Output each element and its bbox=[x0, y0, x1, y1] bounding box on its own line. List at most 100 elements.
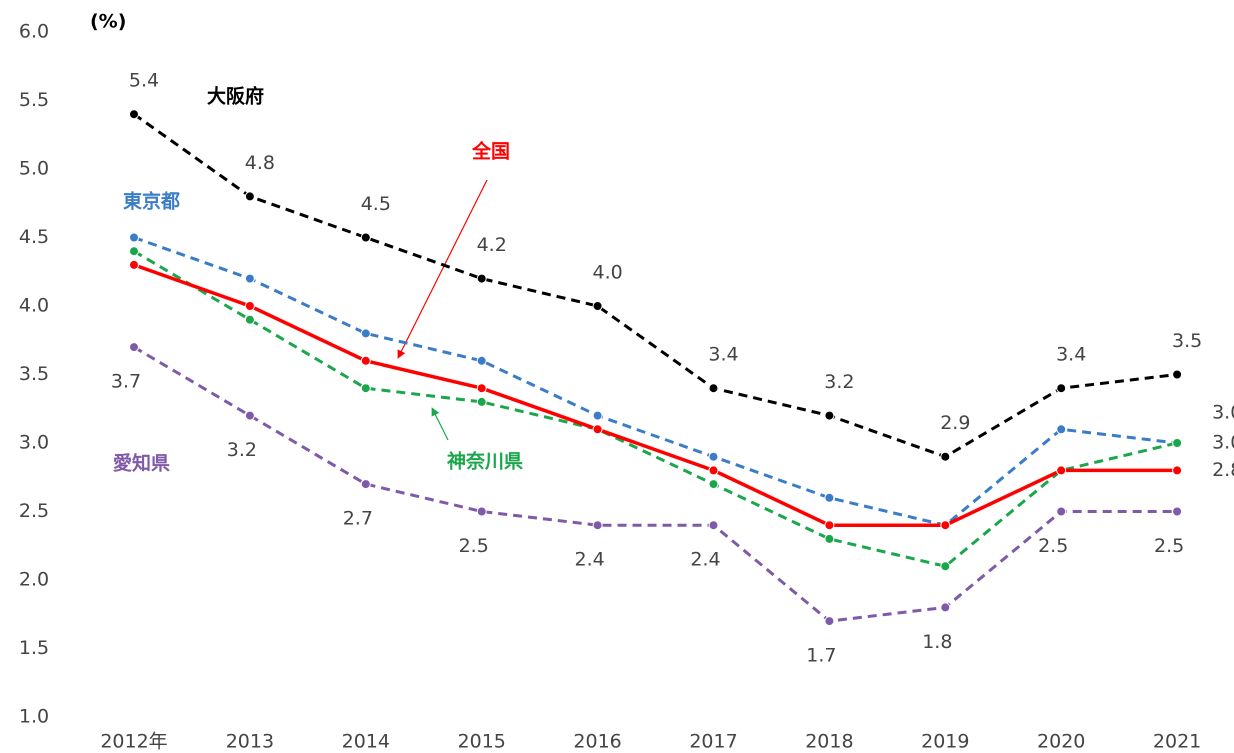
data-label: 4.2 bbox=[477, 234, 507, 256]
arrow bbox=[397, 179, 488, 359]
x-tick-label: 2018 bbox=[805, 731, 853, 753]
point bbox=[824, 533, 835, 544]
point bbox=[1172, 465, 1183, 476]
point bbox=[708, 479, 719, 490]
y-tick-label: 1.5 bbox=[19, 637, 49, 659]
point bbox=[476, 506, 487, 517]
point bbox=[129, 259, 139, 270]
data-label: 3.4 bbox=[1056, 344, 1086, 366]
data-label: 3.2 bbox=[227, 439, 257, 461]
point bbox=[708, 383, 719, 394]
data-label: 3.0 bbox=[1212, 432, 1234, 454]
point bbox=[244, 191, 255, 202]
data-label: 4.8 bbox=[245, 152, 275, 174]
y-tick-label: 6.0 bbox=[19, 21, 49, 43]
x-tick-label: 2017 bbox=[689, 731, 737, 753]
point bbox=[592, 301, 603, 311]
point bbox=[1172, 506, 1183, 517]
y-tick-label: 4.0 bbox=[19, 295, 49, 317]
series-line bbox=[133, 345, 1178, 623]
point bbox=[592, 424, 603, 435]
point bbox=[476, 273, 487, 284]
point bbox=[592, 410, 603, 421]
data-label: 5.4 bbox=[129, 70, 159, 92]
data-label: 2.8 bbox=[1212, 459, 1234, 481]
series-line bbox=[133, 249, 1178, 568]
point bbox=[476, 355, 487, 366]
data-label: 2.9 bbox=[940, 412, 970, 434]
x-tick-label: 2020 bbox=[1037, 731, 1085, 753]
point bbox=[129, 109, 139, 120]
point bbox=[940, 451, 951, 462]
point bbox=[244, 273, 255, 284]
data-label: 2.5 bbox=[1154, 535, 1184, 557]
data-label: 3.7 bbox=[111, 371, 141, 393]
y-tick-label: 5.0 bbox=[19, 158, 49, 180]
point bbox=[708, 465, 719, 476]
x-tick-label: 2021 bbox=[1153, 731, 1201, 753]
data-label: 2.5 bbox=[459, 535, 489, 557]
point bbox=[360, 383, 371, 394]
arrow bbox=[431, 407, 449, 441]
series-name: 愛知県 bbox=[113, 452, 170, 475]
series-line bbox=[133, 263, 1178, 527]
point bbox=[940, 520, 951, 531]
y-tick-label: 1.0 bbox=[19, 706, 49, 728]
point bbox=[940, 602, 951, 613]
x-tick-label: 2012年 bbox=[100, 731, 167, 753]
x-tick-label: 2013 bbox=[226, 731, 274, 753]
point bbox=[360, 232, 371, 243]
point bbox=[940, 561, 951, 572]
data-label: 4.0 bbox=[592, 262, 622, 284]
x-tick-label: 2019 bbox=[921, 731, 969, 753]
series-name: 東京都 bbox=[123, 190, 180, 213]
point bbox=[708, 451, 719, 462]
y-tick-label: 3.5 bbox=[19, 363, 49, 385]
point bbox=[129, 246, 139, 257]
data-label: 3.2 bbox=[824, 371, 854, 393]
x-tick-label: 2015 bbox=[458, 731, 506, 753]
point bbox=[1056, 506, 1067, 517]
y-tick-label: 2.0 bbox=[19, 569, 49, 591]
point bbox=[129, 232, 139, 243]
y-tick-label: 5.5 bbox=[19, 89, 49, 111]
point bbox=[244, 410, 255, 421]
data-label: 3.4 bbox=[708, 344, 738, 366]
series-line bbox=[133, 236, 1178, 527]
data-label: 4.5 bbox=[361, 193, 391, 215]
point bbox=[244, 301, 255, 311]
x-tick-label: 2016 bbox=[573, 731, 621, 753]
point bbox=[824, 492, 835, 503]
y-tick-label: 4.5 bbox=[19, 226, 49, 248]
point bbox=[1056, 465, 1067, 476]
point bbox=[824, 616, 835, 627]
series-name: 神奈川県 bbox=[447, 450, 523, 473]
point bbox=[824, 410, 835, 421]
point bbox=[129, 342, 139, 353]
point bbox=[1172, 438, 1183, 448]
point bbox=[360, 355, 371, 366]
point bbox=[1056, 383, 1067, 394]
x-tick-label: 2014 bbox=[342, 731, 390, 753]
series-line bbox=[133, 112, 1178, 459]
data-label: 3.5 bbox=[1172, 330, 1202, 352]
y-tick-label: 2.5 bbox=[19, 500, 49, 522]
point bbox=[592, 520, 603, 531]
point bbox=[476, 383, 487, 394]
data-label: 1.8 bbox=[922, 631, 952, 653]
point bbox=[1172, 369, 1183, 380]
y-axis-label: (%) bbox=[90, 11, 126, 33]
point bbox=[360, 328, 371, 339]
y-tick-label: 3.0 bbox=[19, 432, 49, 454]
point bbox=[244, 314, 255, 325]
data-label: 2.4 bbox=[574, 549, 604, 571]
series-name: 大阪府 bbox=[207, 85, 264, 108]
point bbox=[708, 520, 719, 531]
data-label: 1.7 bbox=[806, 645, 836, 667]
point bbox=[360, 479, 371, 490]
series-name: 全国 bbox=[471, 140, 510, 163]
point bbox=[476, 396, 487, 407]
point bbox=[1056, 424, 1067, 435]
data-label: 2.4 bbox=[690, 549, 720, 571]
point bbox=[824, 520, 835, 531]
